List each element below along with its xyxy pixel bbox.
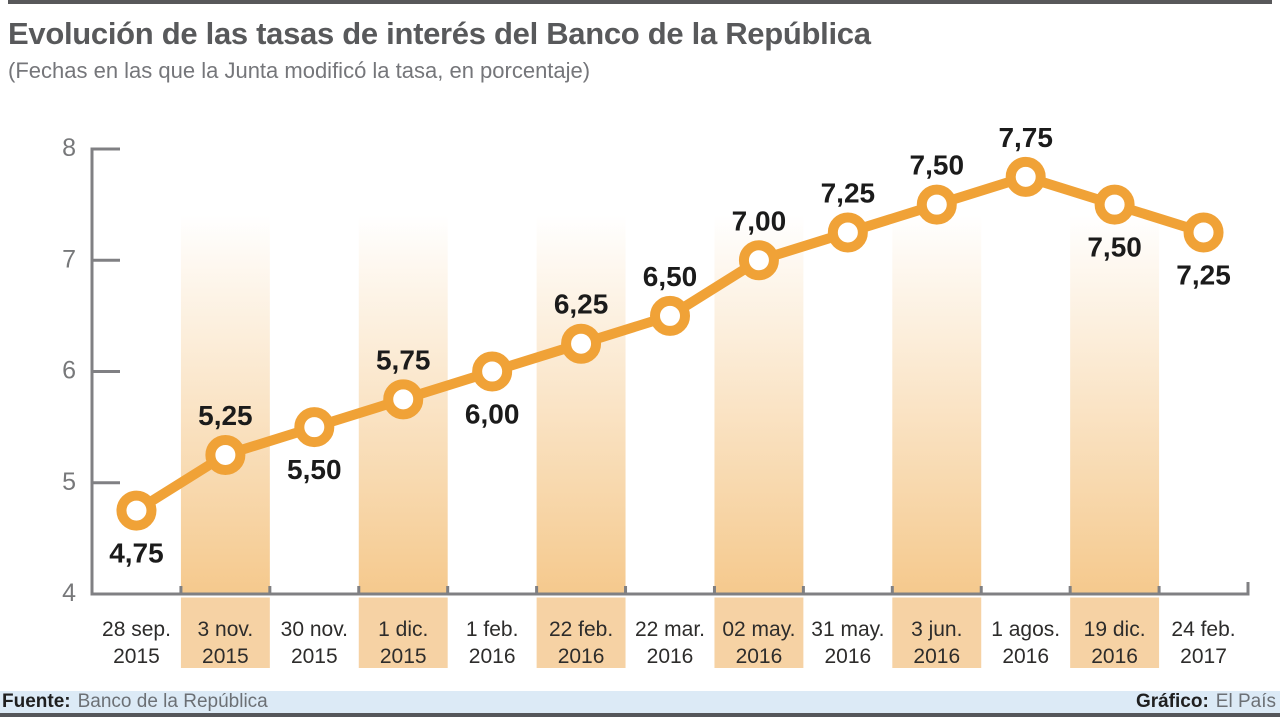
- x-axis-date-line1: 24 feb.: [1171, 618, 1235, 641]
- x-axis-date-line2: 2016: [558, 645, 605, 668]
- x-axis-date-line2: 2016: [1002, 645, 1049, 668]
- data-point-marker: [205, 434, 246, 475]
- value-label: 7,50: [910, 150, 965, 181]
- credit-label: Gráfico:: [1135, 691, 1209, 712]
- footer-bar: Fuente: Banco de la República Gráfico: E…: [0, 691, 1280, 713]
- x-axis-date-line1: 19 dic.: [1084, 618, 1146, 641]
- data-point-marker: [472, 351, 513, 392]
- shaded-stripe-label-band: [358, 597, 448, 668]
- shaded-stripe-label-band: [892, 597, 982, 668]
- y-axis-label: 6: [62, 357, 76, 385]
- x-axis-date-line1: 3 jun.: [911, 618, 962, 641]
- top-rule: [8, 0, 1272, 4]
- value-label: 7,75: [998, 122, 1053, 153]
- footer-source: Fuente: Banco de la República: [2, 691, 268, 713]
- data-point-marker: [650, 295, 690, 336]
- x-axis-date-line1: 1 agos.: [991, 618, 1060, 641]
- page-title: Evolución de las tasas de interés del Ba…: [8, 16, 871, 51]
- data-point-marker: [827, 212, 868, 253]
- y-axis-label: 8: [62, 134, 76, 162]
- data-point-marker: [738, 240, 779, 281]
- data-point-marker: [561, 323, 602, 364]
- data-point-marker: [116, 490, 157, 531]
- x-axis-date-line2: 2015: [380, 645, 427, 668]
- value-label: 7,25: [821, 177, 876, 208]
- x-axis-date-line2: 2015: [113, 645, 160, 668]
- footer-credit: Gráfico: El País: [1136, 691, 1276, 713]
- value-label: 5,50: [287, 454, 342, 485]
- x-axis-date-line2: 2016: [647, 645, 694, 668]
- shaded-stripe-label-band: [536, 597, 626, 668]
- x-axis-date-line2: 2015: [291, 645, 338, 668]
- data-point-marker: [1005, 156, 1046, 197]
- source-label: Fuente:: [2, 691, 71, 712]
- value-label: 5,25: [198, 400, 253, 431]
- data-point-marker: [383, 379, 424, 420]
- data-point-marker: [294, 407, 335, 448]
- value-label: 7,25: [1176, 259, 1231, 290]
- x-axis-date-line1: 22 mar.: [635, 618, 705, 641]
- x-axis-date-line2: 2016: [824, 645, 871, 668]
- x-axis-date-line2: 2016: [469, 645, 516, 668]
- x-axis-date-line1: 1 dic.: [378, 618, 428, 641]
- y-axis-label: 4: [62, 579, 76, 607]
- x-axis-date-line1: 28 sep.: [102, 618, 171, 641]
- credit-value: El País: [1215, 691, 1276, 712]
- data-point-marker: [1094, 184, 1135, 225]
- value-label: 6,50: [643, 261, 698, 292]
- x-axis-date-line1: 22 feb.: [549, 618, 613, 641]
- x-axis-date-line2: 2015: [202, 645, 249, 668]
- y-axis-label: 7: [62, 245, 76, 273]
- shaded-stripe: [1070, 215, 1160, 594]
- shaded-stripe: [536, 215, 626, 594]
- shaded-stripe: [892, 215, 982, 594]
- x-axis-date-line1: 31 may.: [811, 618, 884, 641]
- x-axis-date-line1: 3 nov.: [198, 618, 254, 641]
- x-axis-date-line1: 30 nov.: [281, 618, 348, 641]
- x-axis-date-line2: 2016: [1091, 645, 1138, 668]
- shaded-stripe-label-band: [714, 597, 804, 668]
- value-label: 4,75: [109, 538, 164, 569]
- value-label: 6,00: [465, 399, 520, 430]
- value-label: 5,75: [376, 344, 431, 375]
- value-label: 7,50: [1087, 232, 1142, 263]
- shaded-stripe-label-band: [180, 597, 270, 668]
- y-axis-label: 5: [62, 468, 76, 496]
- value-label: 7,00: [732, 205, 787, 236]
- footer-rule: [0, 713, 1280, 717]
- x-axis-date-line2: 2017: [1180, 645, 1227, 668]
- data-point-marker: [1183, 212, 1224, 253]
- x-axis-date-line1: 1 feb.: [466, 618, 519, 641]
- value-label: 6,25: [554, 289, 609, 320]
- x-axis-date-line2: 2016: [913, 645, 960, 668]
- x-axis-date-line1: 02 may.: [722, 618, 795, 641]
- x-axis-date-line2: 2016: [736, 645, 783, 668]
- data-point-marker: [916, 184, 957, 225]
- source-value: Banco de la República: [77, 691, 268, 712]
- axis-frame: [90, 147, 1250, 596]
- page-subtitle: (Fechas en las que la Junta modificó la …: [8, 58, 591, 83]
- shaded-stripe-label-band: [1070, 597, 1160, 668]
- shaded-stripe: [180, 215, 270, 594]
